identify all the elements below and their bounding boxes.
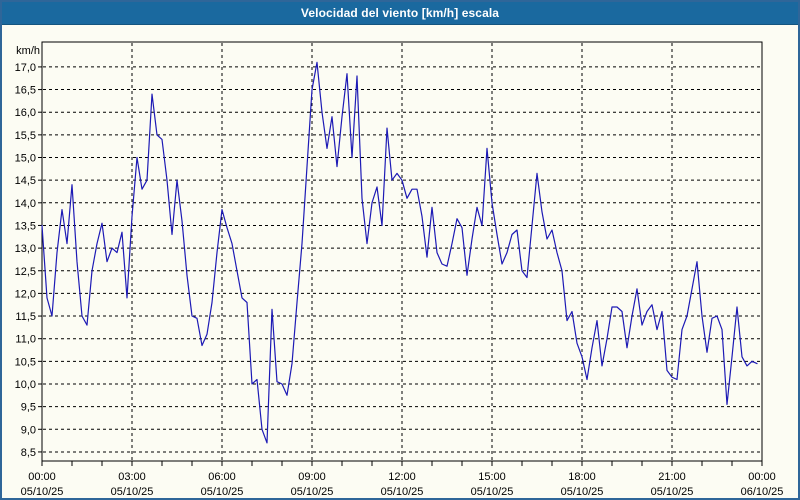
x-tick-date-label: 05/10/25 [21, 486, 64, 498]
x-tick-date-label: 05/10/25 [561, 486, 604, 498]
y-tick-label: 9,5 [21, 402, 36, 414]
x-tick-date-label: 05/10/25 [471, 486, 514, 498]
y-tick-label: 14,0 [15, 198, 36, 210]
y-tick-label: 13,5 [15, 220, 36, 232]
x-tick-time-label: 18:00 [568, 471, 596, 483]
x-tick-date-label: 05/10/25 [201, 486, 244, 498]
title-bar: Velocidad del viento [km/h] escala [2, 2, 798, 25]
x-tick-time-label: 00:00 [28, 471, 56, 483]
y-tick-label: 13,0 [15, 243, 36, 255]
x-tick-date-label: 06/10/25 [741, 486, 784, 498]
x-tick-time-label: 09:00 [298, 471, 326, 483]
y-tick-label: 12,0 [15, 288, 36, 300]
y-tick-label: 14,5 [15, 175, 36, 187]
x-tick-time-label: 21:00 [658, 471, 686, 483]
x-tick-time-label: 06:00 [208, 471, 236, 483]
y-tick-label: 16,5 [15, 85, 36, 97]
y-tick-label: 10,5 [15, 356, 36, 368]
y-tick-label: 15,0 [15, 153, 36, 165]
y-tick-label: 16,0 [15, 107, 36, 119]
x-tick-time-label: 00:00 [748, 471, 776, 483]
plot-frame [41, 41, 763, 462]
y-tick-label: 11,0 [15, 334, 36, 346]
x-tick-time-label: 03:00 [118, 471, 146, 483]
y-tick-label: 10,0 [15, 379, 36, 391]
y-tick-label: 8,5 [21, 447, 36, 459]
wind-speed-chart: 17,0 16,5 16,0 15,5 15,0 14,5 14,0 13,5 13,0 12,5… [15, 41, 784, 498]
y-tick-label: 17,0 [15, 62, 36, 74]
y-tick-label: 9,0 [21, 424, 36, 436]
x-tick-date-label: 05/10/25 [291, 486, 334, 498]
x-tick-time-label: 12:00 [388, 471, 416, 483]
y-tick-label: 15,5 [15, 130, 36, 142]
x-tick-date-label: 05/10/25 [111, 486, 154, 498]
y-tick-label: 11,5 [15, 311, 36, 323]
y-tick-label: 12,5 [15, 266, 36, 278]
x-tick-time-label: 15:00 [478, 471, 506, 483]
x-tick-date-label: 05/10/25 [381, 486, 424, 498]
x-tick-date-label: 05/10/25 [651, 486, 694, 498]
window-title: Velocidad del viento [km/h] escala [300, 6, 500, 20]
y-axis-unit-label: km/h [16, 45, 40, 57]
wind-speed-line [41, 61, 758, 444]
